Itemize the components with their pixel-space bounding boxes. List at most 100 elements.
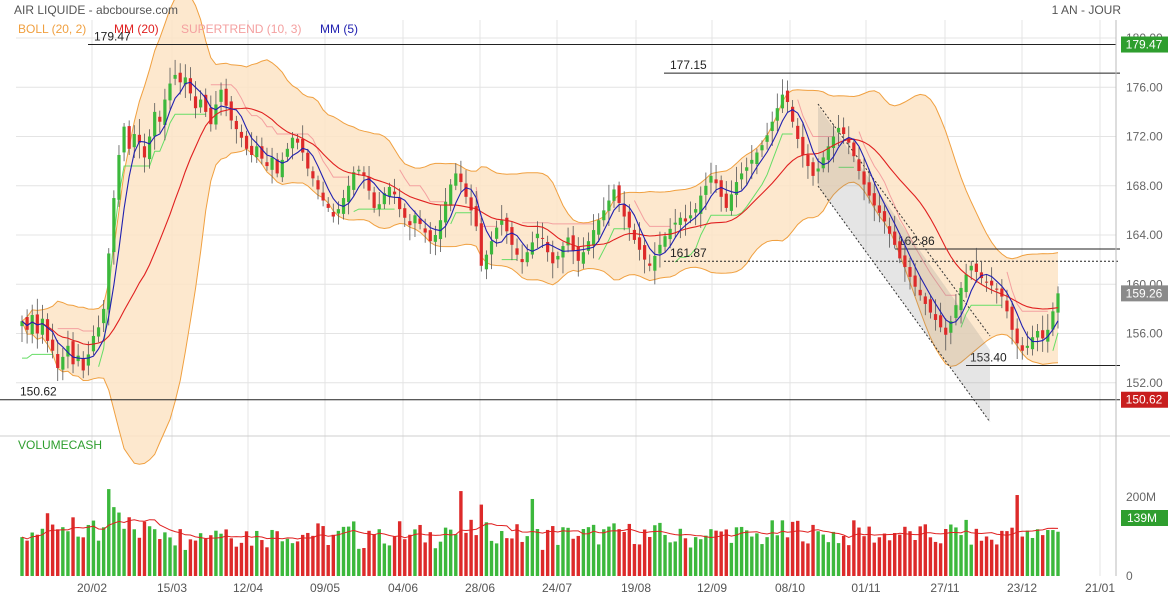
last-price-tag: 159.26 [1121,285,1168,302]
candle-body [627,211,631,228]
candle [546,235,550,262]
candle [30,304,34,344]
volume-bar [801,541,805,576]
candle [413,210,417,237]
high-level-tag-bg [1121,36,1168,53]
volume-bar [448,529,453,576]
candle-body [918,289,922,296]
volume-bar [505,538,509,576]
candle-body [1020,345,1024,351]
candle-body [984,281,989,283]
candle [974,247,978,283]
volume-bar [96,540,101,576]
candle [765,122,769,150]
candle [836,114,841,147]
candle-body [801,136,805,155]
volume-bar [724,529,728,576]
candle [255,135,259,163]
volume-bar [586,527,591,576]
volume-bar [836,543,841,576]
volume-bar [244,531,249,576]
candle-body [433,235,437,242]
candle [229,95,233,130]
candle [183,64,187,98]
volume-bar [928,537,933,576]
chart-period[interactable]: 1 AN - JOUR [1052,3,1122,17]
candle-body [1025,345,1029,348]
supertrend-up [674,133,793,263]
candle-body [1051,311,1055,330]
candle [153,103,157,150]
candle [316,175,320,200]
volume-bar [790,521,795,576]
volume-bar [944,529,948,576]
candle-body [719,180,723,197]
volume-bar [602,529,606,576]
volume-bar [336,530,341,576]
candle-body [704,185,708,195]
volume-bar [862,536,866,576]
candle-body [239,131,244,138]
bollinger-upper [21,0,1059,322]
candle-body [372,192,376,208]
candle-body [112,198,116,253]
candle-body [193,96,198,109]
volume-bar [714,530,718,576]
candle [495,220,499,247]
candle-body [408,221,412,226]
volume-bar [877,537,882,576]
candle [622,191,626,231]
candle-body [1010,306,1014,330]
candle [20,315,24,343]
candle [923,292,927,316]
supertrend-down [522,222,594,225]
candle [127,120,131,155]
candle [643,238,647,274]
volume-bar [270,529,274,576]
candle [739,162,744,190]
date-tick-11: 27/11 [930,581,959,595]
candle-body [336,209,341,214]
volume-bar [704,535,708,576]
candle [270,147,274,184]
candle [1041,315,1045,352]
candle-body [147,136,152,160]
candle [678,212,682,239]
candle [408,214,412,241]
candle-body [1000,288,1004,297]
candle-body [944,327,948,335]
candle-body [923,296,927,304]
candle-body [663,236,667,247]
volume-bar [239,542,244,576]
volume-bar [933,541,938,576]
candle [576,237,580,277]
volume-bar [35,534,40,576]
candle-body [35,314,39,334]
candle [954,293,958,326]
candle-body [40,318,45,335]
volume-bar [168,537,172,576]
volume-bar [469,519,473,576]
candle [285,142,289,162]
date-tick-2: 12/04 [233,581,263,595]
candle-body [387,186,392,197]
candle [969,260,973,280]
volume-bar [617,529,621,576]
candle-body [739,173,744,180]
candle-body [479,223,483,266]
candle-body [694,209,698,213]
volume-bar [321,526,325,576]
candle-body [959,287,963,311]
candle [694,203,698,226]
volume-ma-line [21,519,1059,540]
candle [464,170,468,204]
candle [928,294,933,319]
volume-bar [903,526,907,576]
volume-bar [520,541,524,576]
candle [239,124,244,148]
candle-body [867,182,871,196]
candle-body [887,226,892,234]
candle [898,233,902,264]
candle [627,204,631,241]
candle-body [418,218,422,224]
